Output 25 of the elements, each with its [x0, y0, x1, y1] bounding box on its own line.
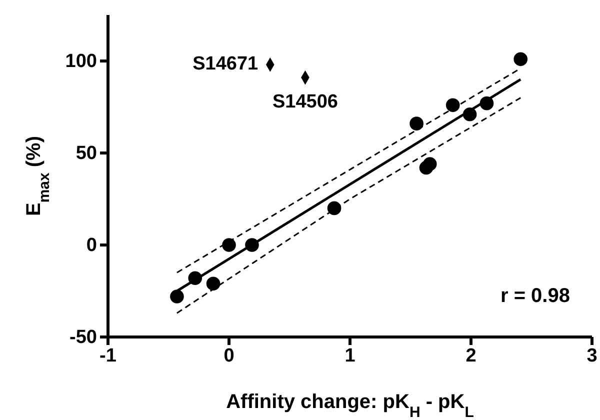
y-tick-label: 0 [86, 235, 97, 256]
x-tick-label: 0 [224, 345, 234, 366]
annotation: S14506 [272, 92, 338, 113]
point [462, 107, 477, 122]
point [245, 238, 259, 252]
point [422, 157, 437, 171]
annotation: S14671 [192, 54, 259, 75]
y-tick-label: 100 [65, 51, 97, 72]
point [170, 290, 184, 304]
point [480, 96, 494, 110]
x-tick-label: 3 [586, 345, 598, 366]
point [222, 238, 236, 252]
y-tick-label: -50 [70, 327, 97, 348]
x-tick-label: -1 [100, 345, 117, 366]
x-tick-label: 2 [466, 345, 476, 366]
point [410, 116, 424, 130]
annotation: r = 0.98 [500, 285, 570, 307]
point [206, 276, 220, 291]
x-tick-label: 1 [344, 345, 356, 366]
point [188, 271, 202, 286]
point [446, 98, 460, 112]
y-tick-label: 50 [76, 143, 97, 164]
x-axis-title: Affinity change: pK$_{H}$ - pK$_{L}$ [226, 391, 474, 420]
point [327, 201, 342, 216]
point [514, 52, 528, 66]
